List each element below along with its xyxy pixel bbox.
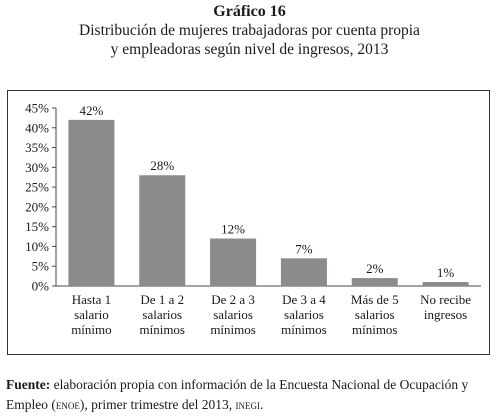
- bar: [68, 119, 115, 286]
- data-label: 28%: [150, 158, 174, 173]
- source-text-3: .: [259, 397, 264, 412]
- source-note: Fuente: elaboración propia con informaci…: [6, 375, 494, 415]
- chart-title-line-1: Distribución de mujeres trabajadoras por…: [79, 22, 420, 39]
- source-text-2: ), primer trimestre del 2013,: [79, 397, 236, 412]
- bar: [351, 278, 398, 286]
- figure-label: Gráfico 16: [213, 3, 286, 20]
- source-abbr-enoe: enoe: [55, 397, 80, 412]
- data-label: 7%: [295, 241, 313, 256]
- data-label: 2%: [366, 261, 384, 276]
- data-label: 1%: [437, 265, 455, 280]
- y-tick-label: 45%: [25, 101, 49, 116]
- y-tick-label: 15%: [25, 219, 49, 234]
- data-label: 42%: [79, 103, 103, 118]
- x-tick-label: No recibe ingresos: [420, 292, 471, 322]
- y-tick-label: 25%: [25, 180, 49, 195]
- bar: [422, 282, 469, 286]
- x-tick-label: De 3 a 4 salarios mínimos: [281, 292, 327, 337]
- chart-frame: [7, 90, 490, 355]
- x-tick-label: Hasta 1 salario mínimo: [71, 292, 111, 337]
- source-text-1: elaboración propia con información de la…: [6, 377, 469, 412]
- bar: [210, 238, 257, 286]
- bar: [139, 175, 186, 286]
- y-tick-label: 20%: [25, 199, 49, 214]
- y-tick-label: 10%: [25, 239, 49, 254]
- x-tick-label: De 2 a 3 salarios mínimos: [210, 292, 256, 337]
- source-label: Fuente:: [6, 377, 51, 392]
- y-tick-label: 30%: [25, 160, 49, 175]
- y-tick-label: 35%: [25, 140, 49, 155]
- source-abbr-inegi: inegi: [235, 397, 260, 412]
- data-label: 12%: [221, 222, 245, 237]
- y-tick-label: 0%: [32, 279, 50, 294]
- y-tick-label: 40%: [25, 120, 49, 135]
- bar: [280, 258, 327, 286]
- bar-chart: 0% 5% 10% 15% 20% 25% 30% 35% 40% 45% 42% Hasta 1 sa…: [25, 101, 481, 337]
- x-tick-label: Más de 5 salarios mínimos: [351, 292, 399, 337]
- y-tick-label: 5%: [32, 259, 50, 274]
- chart-title-line-2: y empleadoras según nivel de ingresos, 2…: [110, 41, 389, 58]
- x-tick-label: De 1 a 2 salarios mínimos: [139, 292, 185, 337]
